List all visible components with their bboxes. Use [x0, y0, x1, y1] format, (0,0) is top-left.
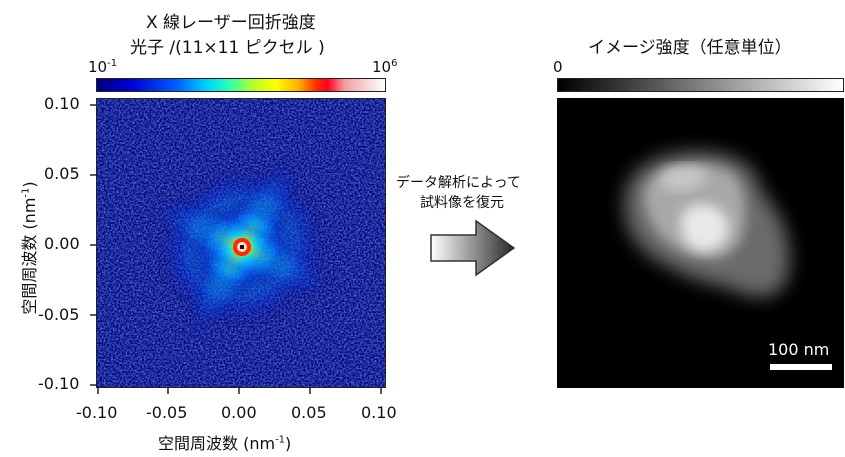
x-axis-label: 空間周波数 (nm-1) — [158, 434, 292, 453]
diffraction-pattern-svg — [97, 99, 385, 387]
right-arrow-icon — [430, 219, 516, 277]
intensity-title: イメージ強度（任意単位） — [588, 38, 792, 58]
diffraction-pattern-image — [96, 98, 386, 388]
arrow-caption-line1: データ解析によって — [396, 175, 521, 191]
y-tick-label: 0.10 — [44, 94, 80, 113]
scale-bar — [770, 364, 832, 370]
x-tick-label: 0.05 — [291, 403, 327, 422]
x-tick-label: -0.05 — [146, 403, 188, 422]
intensity-colorbar-min-label: 0 — [553, 58, 563, 76]
x-tick-label: 0.10 — [361, 403, 397, 422]
x-tick-label: -0.10 — [76, 403, 118, 422]
reconstructed-sample-image — [557, 98, 844, 388]
arrow-caption-line2: 試料像を復元 — [420, 195, 504, 211]
diffraction-colorbar-min-label: 10-1 — [88, 58, 118, 76]
diffraction-title-line2: 光子 /(11×11 ピクセル ) — [130, 38, 325, 58]
y-axis-ticks — [90, 104, 97, 386]
y-tick-label: 0.00 — [44, 234, 80, 253]
y-axis-label: 空間周波数 (nm-1) — [20, 181, 39, 315]
reconstructed-sample-svg — [557, 98, 844, 388]
x-tick-label: 0.00 — [221, 403, 257, 422]
y-tick-label: -0.05 — [38, 305, 80, 324]
diffraction-colorbar — [96, 78, 386, 92]
intensity-colorbar — [557, 78, 844, 92]
y-tick-label: 0.05 — [44, 164, 80, 183]
scale-bar-label: 100 nm — [768, 340, 830, 359]
x-axis-ticks — [97, 387, 382, 394]
diffraction-title-line1: X 線レーザー回折強度 — [146, 13, 316, 33]
diffraction-colorbar-max-label: 106 — [372, 58, 398, 76]
y-tick-label: -0.10 — [38, 374, 80, 393]
